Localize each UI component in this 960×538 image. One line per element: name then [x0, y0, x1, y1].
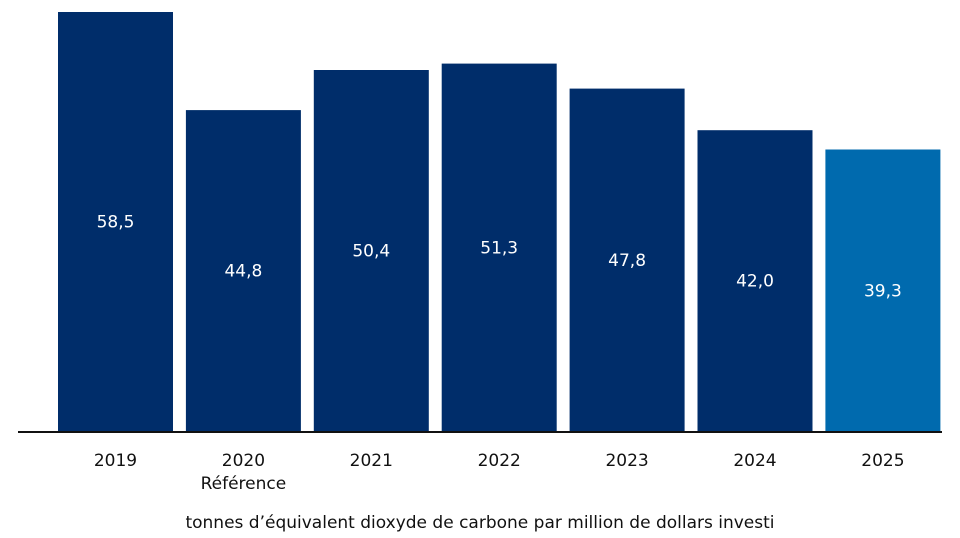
x-tick-label-2023: 2023 [605, 451, 648, 471]
bar-value-label-2023: 47,8 [608, 251, 646, 271]
bar-2019 [58, 12, 173, 431]
x-tick-label-2022: 2022 [478, 451, 521, 471]
bar-2022 [441, 63, 557, 431]
bar-value-label-2022: 51,3 [480, 238, 518, 258]
bar-value-label-2025: 39,3 [864, 281, 902, 301]
x-tick-label-2021: 2021 [350, 451, 393, 471]
bar-2024 [697, 130, 813, 431]
bar-2025 [825, 149, 941, 431]
bar-value-label-2019: 58,5 [97, 213, 135, 233]
x-tick-label-2024: 2024 [733, 451, 776, 471]
bar-value-label-2024: 42,0 [736, 272, 774, 292]
x-axis-title: tonnes d’équivalent dioxyde de carbone p… [185, 513, 774, 533]
x-tick-label-2025: 2025 [861, 451, 904, 471]
value-labels-layer: 58,5 44,8 50,4 51,3 47,8 42,0 39,3 [97, 213, 902, 302]
bar-2020 [185, 110, 301, 431]
bars-layer [58, 12, 941, 431]
x-tick-sublabel-2020: Référence [201, 474, 287, 494]
x-tick-label-2020: 2020 [222, 451, 265, 471]
x-tick-label-2019: 2019 [94, 451, 137, 471]
x-tick-labels-layer: 2019 2020 Référence 2021 2022 2023 2024 2025 [94, 451, 905, 494]
bar-2023 [569, 88, 685, 431]
bar-value-label-2020: 44,8 [224, 262, 262, 282]
bar-2021 [313, 70, 429, 431]
bar-value-label-2021: 50,4 [352, 242, 390, 262]
